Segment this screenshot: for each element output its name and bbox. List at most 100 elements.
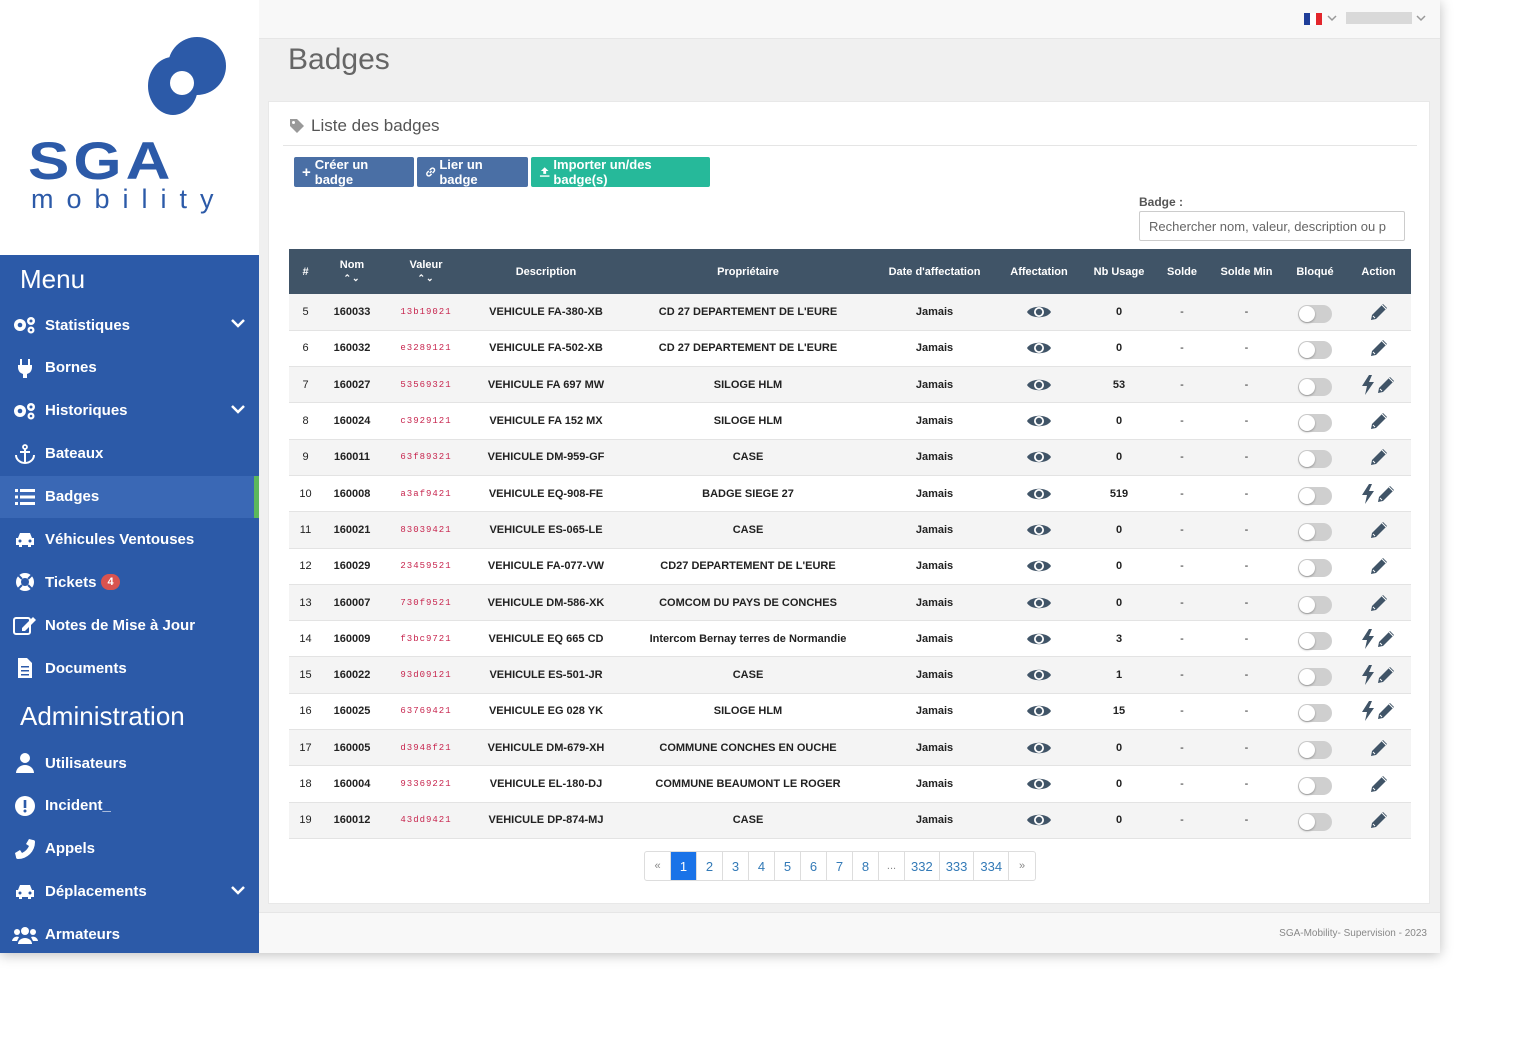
eye-icon[interactable] (1026, 451, 1052, 463)
page-link-3[interactable]: 3 (723, 852, 749, 880)
cell-solde: - (1180, 596, 1184, 609)
blocked-toggle[interactable] (1298, 414, 1332, 433)
blocked-toggle[interactable] (1298, 740, 1332, 759)
page-link-0[interactable]: « (645, 852, 671, 880)
bolt-icon[interactable] (1361, 483, 1375, 504)
edit-pencil-icon[interactable] (1368, 558, 1390, 575)
page-link-6[interactable]: 6 (801, 852, 827, 880)
link-badge-button[interactable]: Lier un badge (417, 157, 528, 187)
col-header-1[interactable]: Nom ⌃⌄ (322, 249, 382, 294)
col-header-2[interactable]: Valeur ⌃⌄ (382, 249, 470, 294)
page-link-4[interactable]: 4 (749, 852, 775, 880)
eye-icon[interactable] (1026, 488, 1052, 500)
eye-icon[interactable] (1026, 814, 1052, 826)
sidebar-item-bateaux[interactable]: Bateaux (0, 433, 259, 475)
eye-icon[interactable] (1026, 524, 1052, 536)
chevron-down-icon[interactable] (231, 401, 245, 414)
blocked-toggle[interactable] (1298, 777, 1332, 795)
bolt-icon[interactable] (1361, 701, 1375, 722)
sidebar-item-v-hicules-ventouses[interactable]: Véhicules Ventouses (0, 519, 259, 561)
sidebar-item-historiques[interactable]: Historiques (0, 390, 259, 432)
cell-affectation (995, 657, 1083, 693)
sort-icon[interactable]: ⌃⌄ (343, 273, 361, 283)
eye-icon[interactable] (1026, 742, 1052, 754)
cell-usage: 0 (1115, 778, 1123, 790)
cell-bloque (1284, 657, 1346, 693)
admin-item-armateurs[interactable]: Armateurs (0, 914, 259, 953)
edit-pencil-icon[interactable] (1368, 594, 1390, 611)
eye-icon[interactable] (1026, 415, 1052, 427)
admin-item-d-placements[interactable]: Déplacements (0, 871, 259, 913)
create-badge-button[interactable]: + Créer un badge (294, 157, 414, 187)
page-link-13[interactable]: » (1019, 860, 1026, 872)
cell-solde: - (1180, 305, 1184, 318)
edit-pencil-icon[interactable] (1368, 449, 1390, 466)
blocked-toggle[interactable] (1298, 813, 1332, 832)
admin-item-incident-[interactable]: Incident_ (0, 785, 259, 827)
page-link-8[interactable]: 8 (853, 852, 879, 880)
bolt-icon[interactable] (1361, 374, 1375, 395)
page-link-1[interactable]: 1 (671, 852, 697, 880)
edit-pencil-icon[interactable] (1368, 413, 1390, 430)
language-chevron-icon[interactable] (1327, 14, 1337, 22)
page-link-10[interactable]: 332 (905, 852, 940, 880)
blocked-toggle[interactable] (1298, 304, 1332, 323)
eye-icon[interactable] (1026, 705, 1052, 717)
logo-brand: SGA (28, 132, 175, 191)
page-link-12[interactable]: 334 (974, 852, 1010, 880)
chevron-down-icon[interactable] (231, 882, 245, 895)
user-chevron-icon[interactable] (1416, 14, 1426, 22)
edit-pencil-icon[interactable] (1368, 812, 1390, 829)
page-link-5[interactable]: 5 (775, 852, 801, 880)
blocked-toggle[interactable] (1298, 450, 1332, 469)
eye-icon[interactable] (1026, 596, 1052, 608)
admin-item-utilisateurs[interactable]: Utilisateurs (0, 742, 259, 784)
language-flag-icon[interactable] (1304, 13, 1322, 25)
edit-pencil-icon[interactable] (1375, 703, 1397, 720)
eye-icon[interactable] (1026, 560, 1052, 572)
user-menu[interactable] (1346, 12, 1412, 24)
blocked-toggle[interactable] (1298, 559, 1332, 578)
sidebar-item-statistiques[interactable]: Statistiques (0, 304, 259, 346)
sidebar-item-notes-de-mise-jour[interactable]: Notes de Mise à Jour (0, 604, 259, 646)
page-link-11[interactable]: 333 (940, 852, 975, 880)
blocked-toggle[interactable] (1298, 522, 1332, 541)
bolt-icon[interactable] (1361, 665, 1375, 686)
edit-pencil-icon[interactable] (1375, 376, 1397, 393)
eye-icon[interactable] (1026, 379, 1052, 391)
edit-pencil-icon[interactable] (1368, 521, 1390, 538)
blocked-toggle[interactable] (1298, 595, 1332, 614)
sidebar-item-tickets[interactable]: Tickets 4 (0, 561, 259, 603)
eye-icon[interactable] (1026, 669, 1052, 681)
page-link-2[interactable]: 2 (697, 852, 723, 880)
blocked-toggle[interactable] (1298, 377, 1332, 396)
edit-pencil-icon[interactable] (1368, 776, 1390, 792)
blocked-toggle[interactable] (1298, 668, 1332, 687)
edit-pencil-icon[interactable] (1375, 630, 1397, 647)
eye-icon[interactable] (1026, 306, 1052, 318)
edit-pencil-icon[interactable] (1375, 667, 1397, 684)
sort-icon[interactable]: ⌃⌄ (417, 273, 435, 283)
admin-item-appels[interactable]: Appels (0, 828, 259, 870)
blocked-toggle[interactable] (1298, 341, 1332, 360)
edit-pencil-icon[interactable] (1368, 739, 1390, 756)
edit-pencil-icon[interactable] (1368, 303, 1390, 320)
logo[interactable]: SGA mobility (0, 0, 259, 255)
sidebar-item-badges[interactable]: Badges (0, 475, 259, 518)
edit-pencil-icon[interactable] (1375, 485, 1397, 502)
sidebar-item-bornes[interactable]: Bornes (0, 347, 259, 389)
eye-icon[interactable] (1026, 633, 1052, 645)
chevron-down-icon[interactable] (231, 315, 245, 328)
bolt-icon[interactable] (1361, 628, 1375, 649)
import-badge-button[interactable]: Importer un/des badge(s) (531, 157, 710, 187)
search-input[interactable] (1139, 211, 1405, 241)
edit-pencil-icon[interactable] (1368, 340, 1390, 357)
page-link-7[interactable]: 7 (827, 852, 853, 880)
blocked-toggle[interactable] (1298, 486, 1332, 505)
table-header-row: # Nom ⌃⌄ Valeur ⌃⌄ Description Propriétaire Dat… (289, 249, 1411, 294)
blocked-toggle[interactable] (1298, 631, 1332, 650)
eye-icon[interactable] (1026, 778, 1052, 790)
sidebar-item-documents[interactable]: Documents (0, 647, 259, 689)
eye-icon[interactable] (1026, 342, 1052, 354)
blocked-toggle[interactable] (1298, 704, 1332, 723)
